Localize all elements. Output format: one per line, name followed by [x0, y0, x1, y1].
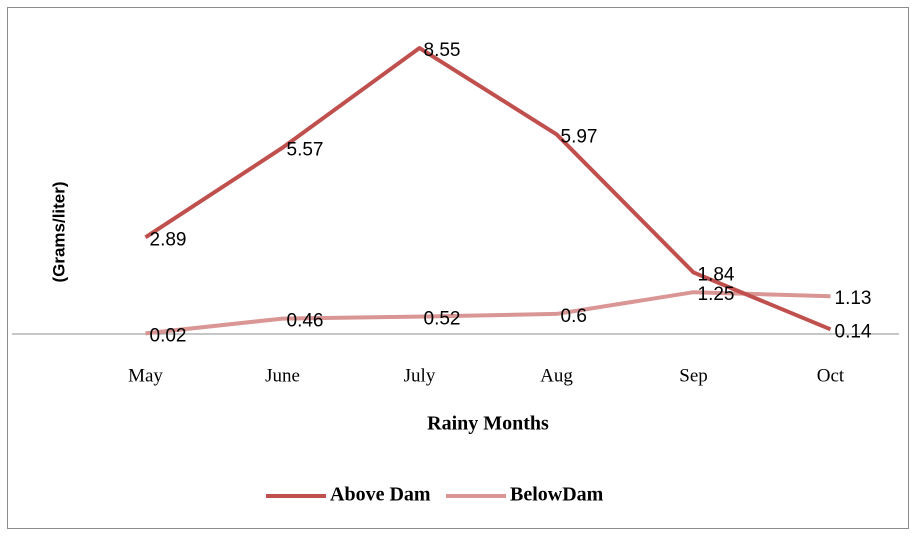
data-label: 0.02 — [150, 325, 187, 346]
x-tick-label: Aug — [540, 365, 573, 386]
data-label: 1.25 — [698, 284, 735, 305]
legend-label: Above Dam — [330, 484, 431, 506]
data-label: 0.46 — [287, 311, 324, 332]
chart-frame — [7, 7, 909, 529]
legend-label: BelowDam — [510, 484, 604, 506]
series-line — [145, 290, 831, 336]
x-tick-label: June — [265, 365, 300, 386]
data-label: 1.13 — [835, 288, 872, 309]
series-line — [144, 46, 832, 332]
y-axis-label: (Grams/liter) — [49, 181, 68, 282]
data-label: 8.55 — [424, 40, 461, 61]
data-label: 2.89 — [150, 229, 187, 250]
data-label: 5.97 — [561, 126, 598, 147]
data-label: 1.84 — [698, 264, 735, 285]
data-label: 0.14 — [835, 321, 872, 342]
data-label: 5.57 — [287, 140, 324, 161]
x-tick-label: July — [404, 365, 436, 386]
data-label: 0.52 — [424, 309, 461, 330]
data-label: 0.6 — [561, 306, 587, 327]
x-tick-label: Oct — [817, 365, 845, 386]
x-tick-label: May — [128, 365, 163, 386]
x-axis-label: Rainy Months — [427, 413, 549, 435]
x-tick-label: Sep — [679, 365, 708, 386]
